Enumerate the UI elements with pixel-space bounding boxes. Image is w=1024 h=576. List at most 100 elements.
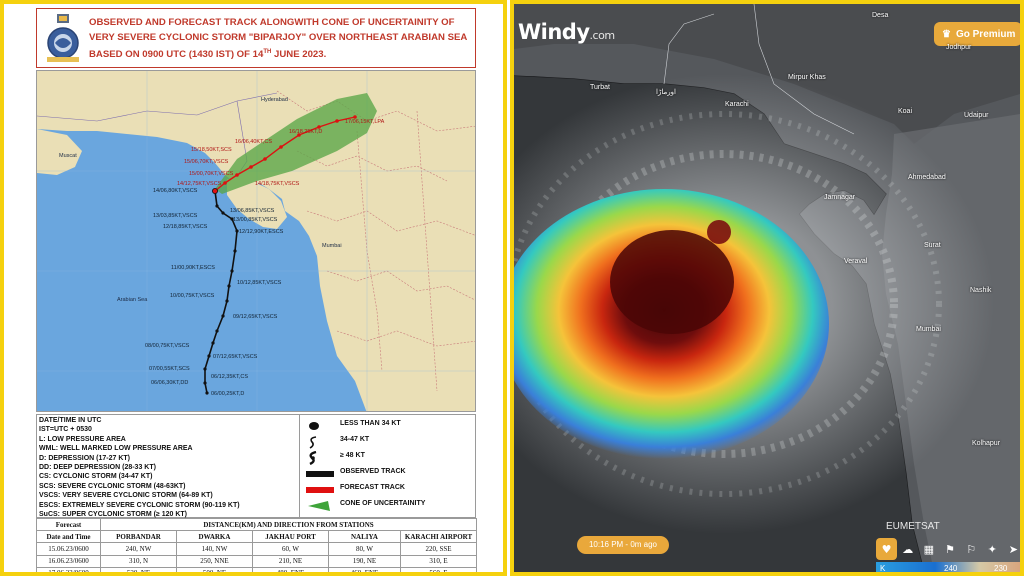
- place-label: Surat: [924, 242, 941, 249]
- legend-line: VSCS: VERY SEVERE CYCLONIC STORM (64-89 …: [39, 492, 213, 500]
- legend-line: SCS: SEVERE CYCLONIC STORM (48-63KT): [39, 482, 186, 490]
- legend-line: ESCS: EXTREMELY SEVERE CYCLONIC STORM (9…: [39, 501, 240, 509]
- scale-label: K: [880, 564, 886, 573]
- legend-line: DD: DEEP DEPRESSION (28-33 KT): [39, 464, 156, 472]
- observed-label: 13/03,85KT,VSCS: [153, 213, 198, 219]
- forecast-label: 14/18,75KT,VSCS: [255, 181, 300, 187]
- temperature-icon[interactable]: ✦: [987, 542, 997, 556]
- windy-brand-suffix: .com: [589, 29, 616, 42]
- legend-row-ge48: ≥ 48 KT: [304, 450, 474, 466]
- place-label: Ahmedabad: [908, 174, 946, 181]
- place-label: Udaipur: [964, 112, 989, 119]
- filled-dot-icon: [309, 422, 319, 430]
- observed-label: 07/12,65KT,VSCS: [213, 354, 258, 360]
- legend-line: SuCS: SUPER CYCLONIC STORM (≥ 120 KT): [39, 511, 188, 519]
- go-premium-label: Go Premium: [955, 28, 1016, 40]
- flag-icon[interactable]: ⚑: [945, 542, 955, 556]
- bulletin-title-sup: TH: [263, 49, 272, 55]
- layers-icon[interactable]: ▦: [923, 542, 935, 556]
- observed-label: 07/00,55KT,SCS: [149, 366, 190, 372]
- bulletin-title-end: JUNE 2023.: [271, 49, 327, 61]
- windy-brand-text: Windy: [518, 20, 590, 44]
- eumetsat-credit: EUMETSAT: [886, 521, 940, 532]
- table-cell: 480, ENE: [252, 566, 329, 572]
- observed-label: 12/18,85KT,VSCS: [163, 224, 208, 230]
- table-cell: 560, E: [399, 566, 478, 572]
- station-distance-table: Forecast DISTANCE(KM) AND DIRECTION FROM…: [36, 517, 478, 572]
- imd-emblem-icon: [47, 14, 79, 62]
- table-cell: 500, NE: [176, 566, 253, 572]
- forecast-label: 15/06,70KT,VSCS: [184, 159, 229, 165]
- legend-row-cone: CONE OF UNCERTAINITY: [304, 499, 474, 511]
- legend-line: DATE/TIME IN UTC: [39, 417, 102, 424]
- legend-row-observed: OBSERVED TRACK: [304, 467, 474, 479]
- table-cell: 210, NE: [252, 554, 329, 568]
- legend-box: DATE/TIME IN UTC IST=UTC + 0530 L: LOW P…: [36, 414, 477, 519]
- table-cell: 140, NW: [176, 542, 253, 556]
- table-cell: 16.06.23/0600: [36, 554, 101, 568]
- time-indicator[interactable]: 10:16 PM - 0m ago: [577, 536, 669, 554]
- go-premium-button[interactable]: ♛ Go Premium: [934, 22, 1020, 46]
- satellite-imagery[interactable]: [514, 4, 1020, 572]
- observed-label: 11/00,90KT,ESCS: [171, 265, 215, 271]
- scale-label: 230: [994, 564, 1008, 573]
- legend-line: CS: CYCLONIC STORM (34-47 KT): [39, 473, 153, 481]
- flag-outline-icon[interactable]: ⚐: [966, 542, 977, 556]
- forecast-label: 15/00,70KT,VSCS: [189, 171, 234, 177]
- imd-bulletin-panel: OBSERVED AND FORECAST TRACK ALONGWITH CO…: [0, 0, 507, 576]
- windy-logo[interactable]: Windy.com: [518, 20, 615, 44]
- map-label-arabian-sea: Arabian Sea: [117, 297, 148, 303]
- forecast-label: 15/18,50KT,SCS: [191, 147, 232, 153]
- forecast-label: 16/18,25KT,D: [289, 129, 323, 135]
- share-icon[interactable]: ➤: [1008, 542, 1019, 556]
- place-label: Veraval: [844, 258, 868, 265]
- table-header: DWARKA: [176, 530, 253, 544]
- table-header: NALIYA: [328, 530, 401, 544]
- cyclone-open-icon: [309, 436, 317, 449]
- bulletin-header: OBSERVED AND FORECAST TRACK ALONGWITH CO…: [36, 8, 476, 68]
- place-label: Kolhapur: [972, 440, 1001, 447]
- map-toolbar: ♥ ☁ ▦ ⚑ ⚐ ✦ ➤: [876, 538, 1020, 560]
- place-label: Mirpur Khas: [788, 74, 826, 81]
- windy-satellite-panel[interactable]: Windy.com ♛ Go Premium Turbat اورماڑا Mi…: [510, 0, 1024, 576]
- table-cell: 17.06.23/0600: [36, 566, 101, 572]
- legend-cone-label: CONE OF UNCERTAINITY: [340, 500, 426, 507]
- legend-line: IST=UTC + 0530: [39, 426, 92, 434]
- track-map: Hyderabad Muscat Mumbai Arabian Sea 17/0…: [36, 70, 476, 412]
- forecast-label: 16/06,40KT,CS: [235, 139, 272, 145]
- clouds-icon[interactable]: ☁: [902, 542, 914, 556]
- observed-label: 06/06,30KT,DD: [151, 380, 189, 386]
- legend-observed-label: OBSERVED TRACK: [340, 468, 406, 475]
- forecast-track-swatch: [306, 487, 334, 493]
- table-cell: 520, NE: [100, 566, 177, 572]
- table-header: JAKHAU PORT: [252, 530, 329, 544]
- table-header: PORBANDAR: [100, 530, 177, 544]
- legend-forecast-label: FORECAST TRACK: [340, 484, 405, 491]
- table-group-header: DISTANCE(KM) AND DIRECTION FROM STATIONS: [99, 517, 478, 532]
- table-cell: 80, W: [328, 542, 401, 556]
- place-label: Jodhpur: [946, 44, 972, 51]
- observed-label: 10/00,75KT,VSCS: [170, 293, 215, 299]
- scale-label: 240: [944, 564, 958, 573]
- favorite-heart-icon[interactable]: ♥: [876, 538, 898, 560]
- table-cell: 60, W: [252, 542, 329, 556]
- place-label: Nashik: [970, 287, 992, 294]
- table-cell: 190, NE: [328, 554, 401, 568]
- table-cell: 250, NNE: [176, 554, 253, 568]
- legend-row-less34: LESS THAN 34 KT: [304, 419, 474, 431]
- crown-icon: ♛: [942, 28, 951, 40]
- color-scale-legend[interactable]: K 240 230: [876, 562, 1020, 573]
- track-map-graphic: [37, 71, 475, 411]
- place-label: Koai: [898, 108, 913, 115]
- legend-3447-label: 34-47 KT: [340, 436, 370, 443]
- place-label: Jamnagar: [824, 194, 856, 201]
- legend-line: WML: WELL MARKED LOW PRESSURE AREA: [39, 445, 193, 453]
- table-cell: 220, SSE: [399, 542, 478, 556]
- legend-symbols: LESS THAN 34 KT 34-47 KT ≥ 48 KT OBSERVE…: [299, 415, 477, 519]
- observed-label: 13/00,85KT,VSCS: [233, 217, 278, 223]
- bulletin-title-text: OBSERVED AND FORECAST TRACK ALONGWITH CO…: [89, 17, 467, 61]
- place-label: Karachi: [725, 101, 749, 108]
- cone-swatch: [308, 501, 330, 511]
- table-header: Forecast: [36, 517, 101, 532]
- map-label-mumbai: Mumbai: [322, 243, 342, 249]
